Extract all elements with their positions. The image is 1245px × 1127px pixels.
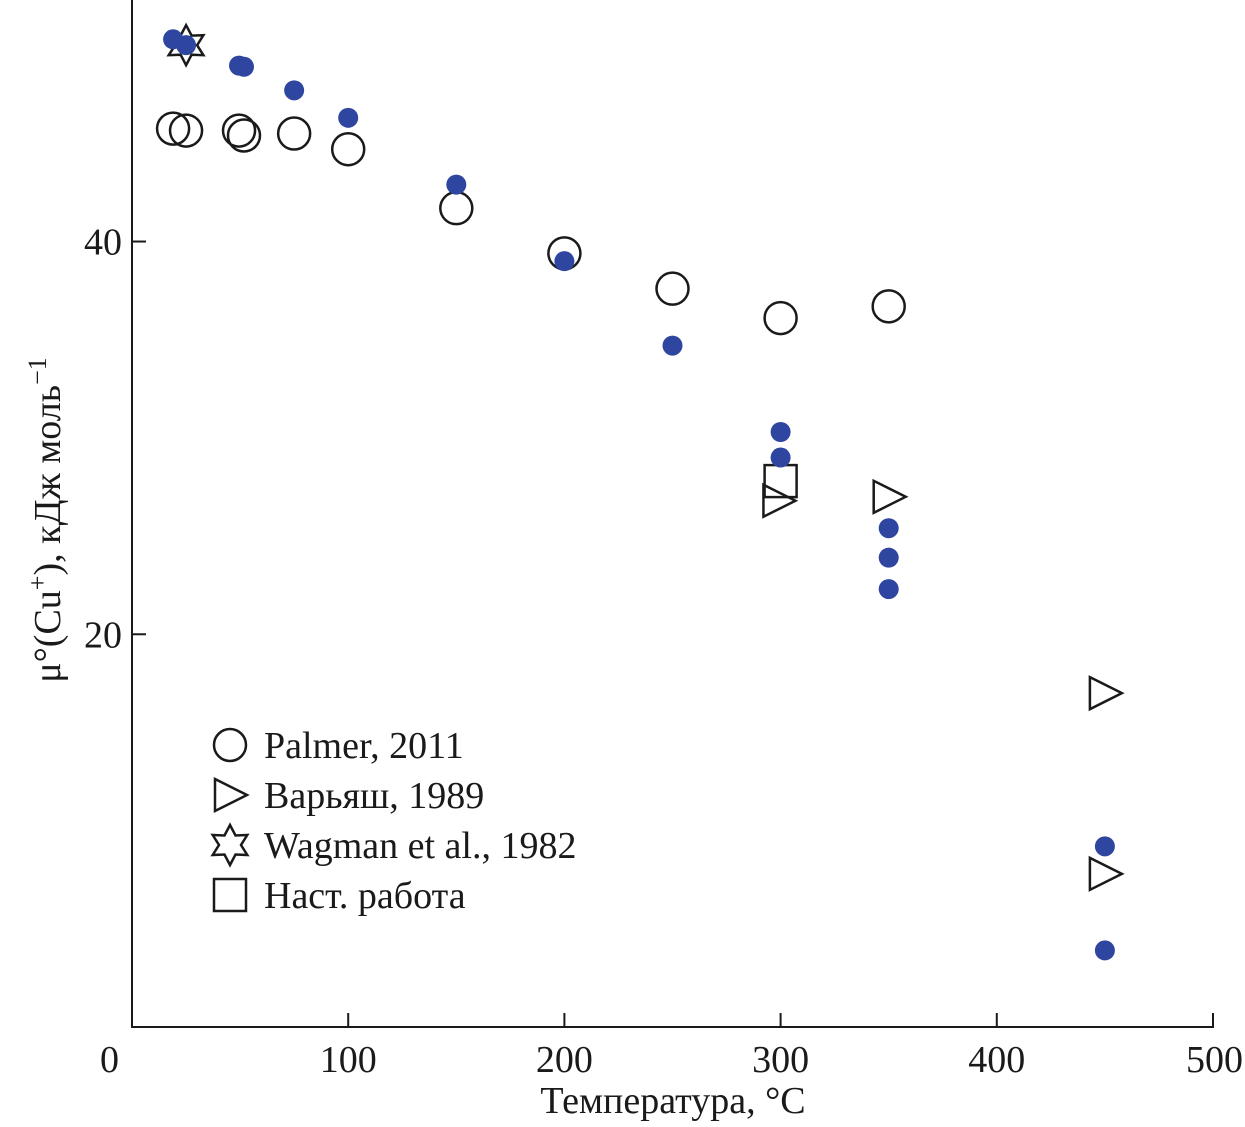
data-point-circle-open [276, 116, 312, 151]
data-point-circle-filled [176, 35, 197, 56]
x-tick-label: 400 [968, 1039, 1025, 1081]
legend-entry: Palmer, 2011 [264, 725, 464, 767]
data-point-circle-filled [446, 174, 467, 195]
legend-entry: Wagman et al., 1982 [264, 825, 576, 867]
x-tick-label: 100 [320, 1039, 377, 1081]
data-point-circle-open [155, 111, 191, 146]
legend: Palmer, 2011 Варьяш, 1989 Wagman et al., 1… [210, 725, 576, 917]
data-point-circle-open [439, 190, 474, 226]
data-point-circle-filled [284, 80, 305, 101]
data-point-circle-filled [662, 335, 683, 356]
legend-marker-triangle-right-open [213, 776, 250, 814]
data-point-circle-filled [338, 107, 359, 128]
axes [131, 0, 1214, 1028]
data-point-circle-filled [878, 579, 899, 600]
data-point-circle-filled [1094, 940, 1115, 961]
data-point-triangle-right-open [1088, 675, 1125, 712]
data-point-circle-open [763, 300, 798, 336]
y-axis-label: μ°(Cu+), кДж моль−1 [23, 357, 69, 683]
x-tick-label: 300 [752, 1039, 809, 1081]
x-tick-label: 200 [536, 1039, 593, 1081]
data-point-triangle-right-open [872, 478, 909, 515]
data-point-circle-filled [233, 56, 254, 77]
x-axis-label: Температура, °C [540, 1080, 805, 1122]
data-point-circle-filled [770, 447, 791, 468]
data-point-circle-open [871, 289, 906, 324]
legend-marker-square-open [212, 877, 248, 913]
data-point-circle-filled [878, 547, 899, 568]
data-point-circle-filled [554, 251, 575, 272]
legend-entry: Варьяш, 1989 [264, 775, 484, 817]
data-point-circle-filled [878, 518, 899, 539]
data-point-circle-open [226, 118, 262, 153]
legend-entry: Наст. работа [264, 875, 466, 917]
data-point-triangle-right-open [762, 482, 799, 519]
data-point-triangle-right-open [1088, 855, 1125, 892]
data-point-circle-filled [770, 422, 791, 443]
data-point-circle-open [330, 131, 366, 167]
legend-marker-star-open [210, 822, 250, 868]
data-point-circle-open [168, 113, 204, 148]
legend-marker-circle-open [212, 727, 248, 763]
data-point-circle-open [221, 113, 257, 148]
y-tick-label: 20 [84, 614, 122, 656]
data-point-circle-filled [1094, 836, 1115, 857]
x-tick-label: 500 [1186, 1039, 1243, 1081]
data-point-circle-open [655, 271, 690, 306]
x-tick-label: 0 [100, 1039, 119, 1081]
y-tick-label: 40 [84, 222, 122, 264]
